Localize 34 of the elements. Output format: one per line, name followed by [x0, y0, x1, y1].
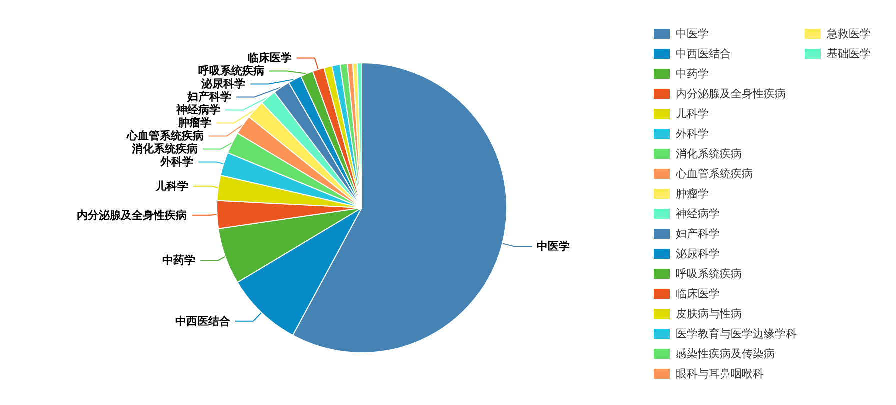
- slice-label: 消化系统疾病: [131, 142, 198, 156]
- slice-label: 泌尿科学: [200, 78, 246, 91]
- legend-label: 心血管系统疾病: [675, 168, 753, 180]
- legend-label: 儿科学: [676, 108, 709, 120]
- slice-label: 外科学: [160, 156, 194, 169]
- legend-label: 外科学: [676, 128, 709, 140]
- legend-label: 妇产科学: [676, 228, 720, 240]
- slice-label: 中西医结合: [175, 314, 232, 328]
- slice-label: 呼吸系统疾病: [198, 64, 264, 78]
- legend-label: 感染性疾病及传染病: [676, 348, 775, 360]
- slice-label: 中医学: [537, 240, 570, 254]
- legend-label: 临床医学: [676, 288, 720, 300]
- slice-label: 儿科学: [154, 180, 188, 193]
- legend-label: 中西医结合: [676, 48, 731, 60]
- legend-label: 泌尿科学: [676, 248, 720, 260]
- slice-label: 临床医学: [248, 52, 292, 65]
- legend-label: 急救医学: [826, 28, 871, 40]
- legend-label: 基础医学: [827, 48, 871, 60]
- slice-label: 心血管系统疾病: [126, 130, 204, 143]
- legend-label: 眼科与耳鼻咽喉科: [676, 368, 764, 380]
- legend-label: 消化系统疾病: [676, 148, 742, 160]
- legend-label: 内分泌腺及全身性疾病: [676, 88, 786, 100]
- slice-label: 内分泌腺及全身性疾病: [77, 208, 188, 222]
- slice-label: 妇产科学: [186, 90, 232, 104]
- slice-label: 中药学: [162, 254, 196, 268]
- slice-label: 肿瘤学: [177, 116, 212, 130]
- legend-label: 神经病学: [676, 208, 720, 220]
- legend-label: 中药学: [676, 68, 709, 80]
- slice-label: 神经病学: [175, 104, 220, 117]
- legend-label: 医学教育与医学边缘学科: [676, 328, 797, 340]
- legend-label: 肿瘤学: [676, 188, 709, 200]
- legend-label: 呼吸系统疾病: [676, 268, 742, 280]
- legend-label: 中医学: [676, 28, 709, 40]
- legend-label: 皮肤病与性病: [676, 308, 742, 320]
